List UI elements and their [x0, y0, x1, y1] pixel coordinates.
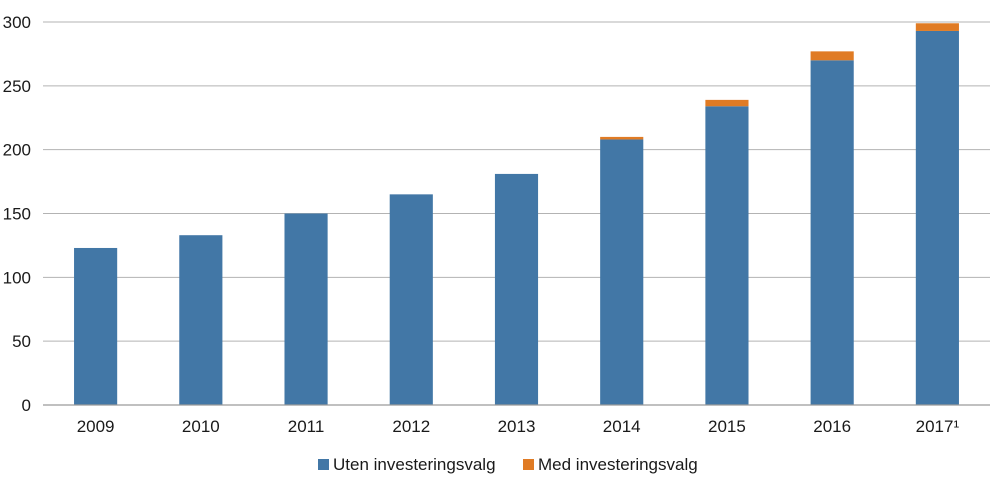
bar-med-7 [810, 51, 854, 61]
bar-uten-1 [179, 235, 223, 405]
y-tick-label: 150 [3, 205, 31, 224]
y-tick-label: 0 [22, 396, 31, 415]
bars [74, 23, 959, 406]
x-category-label: 2012 [392, 417, 430, 436]
y-axis-ticks: 0 50 100 150 200 250 300 [3, 13, 31, 415]
x-axis-categories: 2009 2010 2011 2012 2013 2014 2015 2016 2017¹ [77, 417, 960, 436]
bar-uten-3 [389, 194, 433, 405]
bar-uten-5 [600, 139, 644, 405]
y-tick-label: 200 [3, 141, 31, 160]
legend: Uten investeringsvalg Med investeringsval… [318, 455, 698, 474]
y-tick-label: 100 [3, 268, 31, 287]
legend-swatch [523, 459, 534, 470]
bar-uten-6 [705, 106, 749, 405]
x-category-label: 2014 [603, 417, 641, 436]
bar-uten-8 [915, 30, 959, 405]
bar-med-6 [705, 99, 749, 107]
legend-swatch [318, 459, 329, 470]
bar-med-5 [600, 136, 644, 140]
bar-uten-7 [810, 60, 854, 406]
legend-label: Uten investeringsvalg [333, 455, 496, 474]
bar-uten-0 [74, 247, 118, 405]
legend-label: Med investeringsvalg [538, 455, 698, 474]
x-category-label: 2010 [182, 417, 220, 436]
y-tick-label: 50 [12, 332, 31, 351]
x-category-label: 2011 [288, 417, 325, 436]
x-category-label: 2016 [813, 417, 851, 436]
x-category-label: 2013 [498, 417, 536, 436]
y-tick-label: 300 [3, 13, 31, 32]
bar-med-8 [915, 23, 959, 31]
bar-uten-4 [494, 173, 539, 405]
bar-uten-2 [284, 213, 328, 405]
x-category-label: 2009 [77, 417, 115, 436]
y-tick-label: 250 [3, 77, 31, 96]
x-category-label: 2015 [708, 417, 746, 436]
x-category-label: 2017¹ [916, 417, 960, 436]
